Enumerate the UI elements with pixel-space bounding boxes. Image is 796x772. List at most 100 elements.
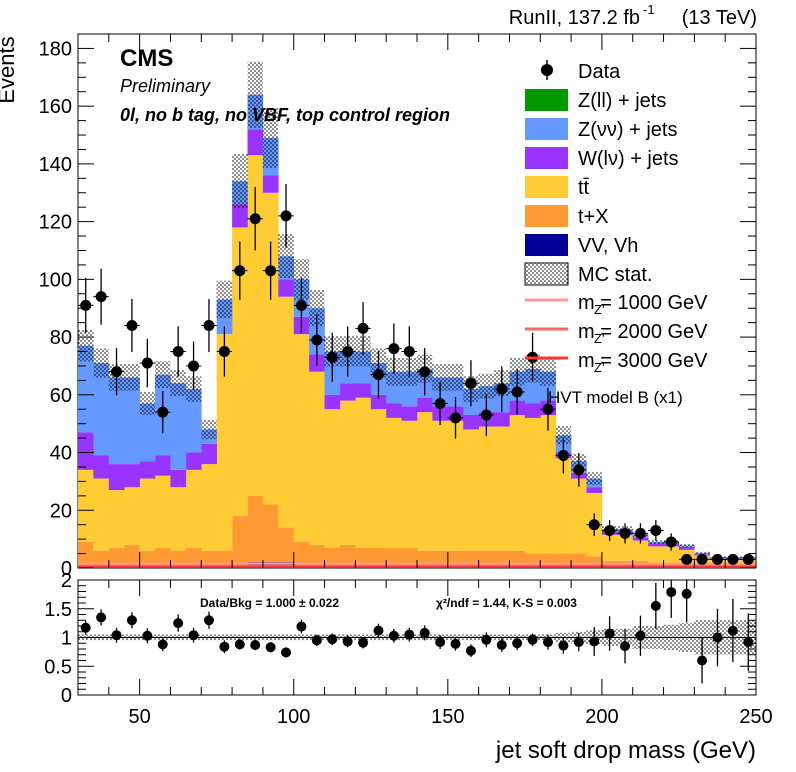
- bar-w-l-jets: [262, 175, 279, 193]
- ratio-point: [419, 627, 430, 638]
- data-point: [295, 299, 307, 311]
- bar-tt-: [108, 490, 125, 548]
- bar-t-x: [324, 547, 341, 566]
- ratio-point: [342, 636, 353, 647]
- bar-t-x: [586, 556, 603, 566]
- mc-stat-box: [170, 370, 186, 397]
- ratio-point: [727, 625, 738, 636]
- bar-tt-: [324, 409, 341, 548]
- bar-z-jets: [124, 377, 140, 465]
- ratio-databkg-label: Data/Bkg = 1.000 ± 0.022: [200, 596, 339, 610]
- bar-z-jets: [139, 403, 156, 462]
- svg-text:Z(ll) + jets: Z(ll) + jets: [578, 90, 666, 112]
- energy-label: (13 TeV): [682, 7, 757, 29]
- svg-text:Z(νν) + jets: Z(νν) + jets: [578, 119, 677, 141]
- data-point: [480, 409, 492, 421]
- data-point: [727, 553, 739, 565]
- bar-w-l-jets: [524, 403, 541, 418]
- bar-tt-: [478, 426, 495, 551]
- mc-stat-box: [232, 154, 248, 209]
- legend-wln: W(lν) + jets: [525, 147, 679, 170]
- data-point: [95, 291, 107, 303]
- bar-w-l-jets: [678, 546, 695, 550]
- bar-t-x: [509, 550, 526, 566]
- bar-w-l-jets: [155, 455, 171, 476]
- data-point: [141, 357, 153, 369]
- ratio-point: [358, 637, 369, 648]
- bar-t-x: [278, 527, 295, 563]
- data-point: [604, 524, 616, 536]
- bar-t-x: [108, 547, 125, 566]
- bar-w-l-jets: [339, 383, 356, 401]
- bar-z-jets: [93, 363, 110, 456]
- x-tick-label: 150: [431, 706, 464, 728]
- lumi-unit-sup: -1: [643, 2, 655, 17]
- mc-stat-box: [201, 419, 217, 440]
- bar-t-x: [401, 547, 418, 566]
- bar-tt-: [139, 478, 156, 551]
- bar-w-l-jets: [370, 394, 387, 410]
- data-point: [326, 351, 338, 363]
- bar-tt-: [432, 420, 449, 551]
- bar-tt-: [78, 469, 94, 543]
- data-point: [742, 553, 754, 565]
- bar-t-x: [478, 550, 495, 566]
- data-point: [696, 553, 708, 565]
- ratio-y-tick-label: 1.5: [44, 599, 72, 621]
- legend: Data Z(ll) + jets Z(νν) + jets W(lν) + j…: [524, 60, 708, 407]
- bar-t-x: [262, 504, 279, 563]
- mc-stat-box: [139, 391, 156, 415]
- bar-tt-: [386, 417, 402, 548]
- svg-text:t+X: t+X: [578, 206, 609, 228]
- data-point: [388, 343, 400, 355]
- bar-t-x: [463, 550, 479, 566]
- bar-w-l-jets: [386, 403, 402, 418]
- data-point: [157, 406, 169, 418]
- y-tick-label: 60: [50, 385, 72, 407]
- data-point: [434, 397, 446, 409]
- ratio-point: [496, 639, 507, 650]
- data-point: [573, 464, 585, 476]
- ratio-point: [188, 630, 199, 641]
- bar-tt-: [632, 540, 649, 561]
- bar-tt-: [262, 192, 279, 505]
- mc-stat-box: [586, 472, 602, 485]
- ratio-point: [481, 634, 492, 645]
- y-tick-label: 140: [39, 154, 72, 176]
- bar-w-l-jets: [108, 464, 125, 491]
- bar-t-x: [540, 553, 556, 566]
- data-point: [218, 346, 230, 358]
- bar-w-l-jets: [247, 129, 264, 156]
- svg-text:MC stat.: MC stat.: [578, 264, 652, 286]
- ratio-point: [111, 630, 122, 641]
- bar-tt-: [355, 397, 372, 548]
- y-tick-label: 80: [50, 327, 72, 349]
- legend-sig1: m = 1000 GeV Z': [525, 292, 708, 317]
- bar-tt-: [232, 227, 248, 517]
- ratio-point: [465, 645, 476, 656]
- main-axes: 0 20 40 60 80 100 120 140 160 180: [39, 34, 757, 580]
- bar-t-x: [293, 542, 310, 566]
- mc-stat-box: [478, 373, 495, 399]
- mc-stat-box: [278, 234, 294, 279]
- ratio-chi2-label: χ²/ndf = 1.44, K-S = 0.003: [436, 596, 577, 610]
- data-point: [619, 527, 631, 539]
- legend-vv: VV, Vh: [525, 234, 638, 257]
- data-point: [465, 377, 477, 389]
- bar-tt-: [447, 420, 464, 551]
- bar-w-l-jets: [185, 452, 202, 470]
- bar-w-l-jets: [170, 469, 187, 488]
- bar-t-x: [386, 547, 402, 566]
- bar-tt-: [617, 534, 634, 561]
- bar-tt-: [201, 464, 217, 551]
- lumi-label: RunII, 137.2 fb: [509, 7, 640, 29]
- bar-t-x: [232, 516, 248, 566]
- bar-z-jets: [185, 389, 202, 453]
- bar-w-l-jets: [401, 406, 418, 421]
- bar-tt-: [309, 371, 325, 545]
- data-point: [126, 320, 138, 332]
- svg-text:m = 1000 GeV: m = 1000 GeV: [578, 292, 708, 314]
- ratio-y-tick-label: 1: [61, 628, 72, 650]
- data-point: [650, 524, 662, 536]
- bar-w-l-jets: [93, 455, 110, 479]
